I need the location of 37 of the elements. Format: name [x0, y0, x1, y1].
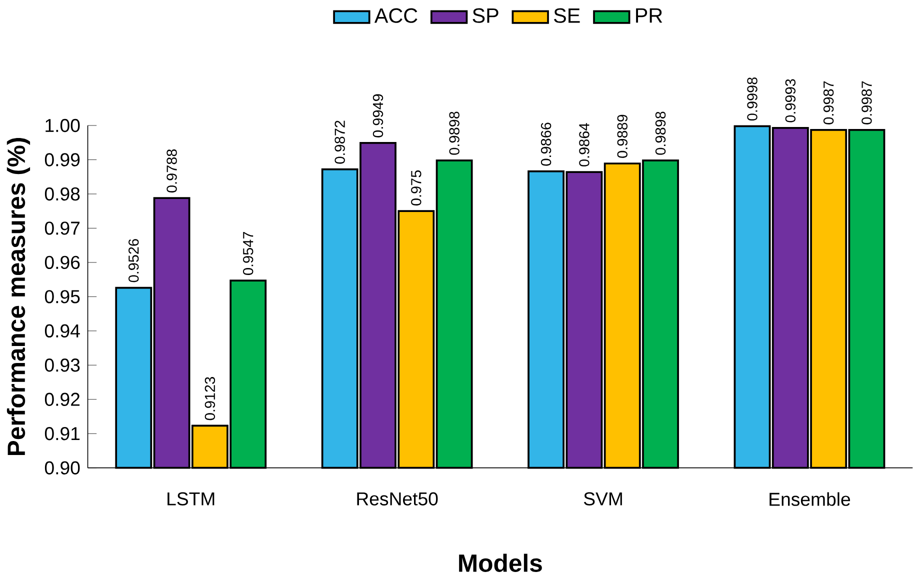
y-tick-label: 0.94 [44, 324, 80, 338]
x-axis-title: Models [459, 554, 542, 572]
y-tick-label: 0.92 [44, 392, 80, 406]
y-axis-title: Performance measures (%) [6, 138, 30, 456]
data-label: 0.9889 [617, 114, 628, 158]
data-label: 0.9872 [334, 120, 345, 164]
x-tick-label: LSTM [168, 492, 214, 506]
data-label: 0.9864 [579, 123, 590, 166]
y-tick-label: 1.00 [46, 118, 80, 132]
legend-label: SE [554, 8, 580, 23]
y-tick-label: 0.96 [44, 256, 80, 270]
data-label: 0.9949 [372, 94, 384, 138]
x-tick-label: SVM [584, 492, 622, 506]
data-label: 0.9898 [449, 112, 460, 155]
data-label: 0.9987 [823, 81, 834, 124]
data-label: 0.9993 [785, 79, 796, 122]
y-tick-label: 0.97 [44, 222, 80, 235]
data-label: 0.9898 [655, 112, 666, 155]
legend-label: ACC [374, 8, 418, 23]
y-tick-label: 0.95 [44, 290, 80, 304]
y-tick-label: 0.91 [44, 427, 80, 440]
y-tick-label: 0.99 [44, 153, 80, 166]
y-tick-label: 0.90 [44, 461, 80, 475]
y-tick-label: 0.98 [44, 187, 80, 201]
data-label: 0.9987 [862, 81, 872, 124]
data-label: 0.975 [411, 170, 422, 206]
legend-label: SP [472, 8, 498, 23]
data-label: 0.9123 [204, 377, 216, 420]
x-tick-label: Ensemble [770, 492, 850, 506]
data-label: 0.9998 [747, 78, 758, 121]
data-label: 0.9526 [128, 239, 139, 282]
y-tick-label: 0.93 [44, 358, 80, 372]
legend-label: PR [636, 8, 662, 23]
data-label: 0.9547 [243, 232, 254, 276]
data-label: 0.9866 [540, 122, 552, 166]
data-label: 0.9788 [166, 149, 177, 193]
x-tick-label: ResNet50 [357, 492, 438, 506]
